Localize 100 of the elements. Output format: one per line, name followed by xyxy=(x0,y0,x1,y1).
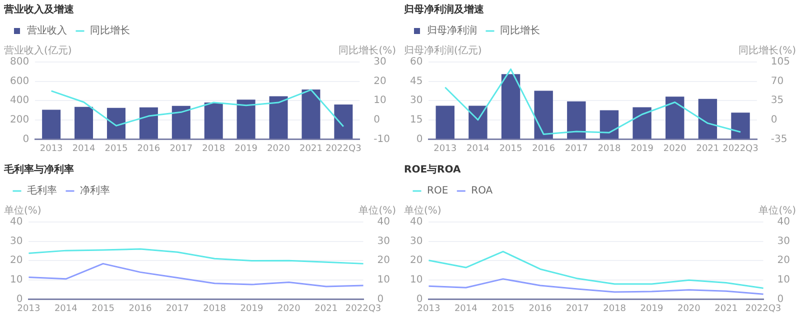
y-tick-label: 20 xyxy=(10,255,23,266)
x-tick-label: 2015 xyxy=(492,304,515,314)
y2-tick-label: 20 xyxy=(374,76,386,87)
x-tick-label: 2015 xyxy=(499,144,522,154)
x-tick-label: 2016 xyxy=(137,144,160,154)
y-tick-label: 30 xyxy=(10,236,23,247)
x-tick-label: 2018 xyxy=(603,304,626,314)
y-tick-label: 600 xyxy=(10,76,30,87)
y-tick-label: 200 xyxy=(10,114,30,126)
x-tick-label: 2021 xyxy=(714,304,738,314)
bar xyxy=(567,101,586,139)
y-tick-label: 60 xyxy=(410,56,423,68)
x-tick-label: 2015 xyxy=(92,304,115,314)
y2-tick-label: 70 xyxy=(770,76,784,87)
x-tick-label: 2022Q3 xyxy=(326,144,362,154)
bar xyxy=(74,106,94,139)
legend-label: ROE xyxy=(427,186,448,197)
y-tick-label: 40 xyxy=(410,216,423,228)
bar xyxy=(302,90,320,139)
x-tick-label: 2021 xyxy=(314,304,338,314)
y2-tick-label: 0 xyxy=(377,294,384,305)
y-tick-label: 10 xyxy=(10,274,23,286)
x-tick-label: 2014 xyxy=(54,304,78,314)
y-tick-label: 30 xyxy=(410,95,423,106)
y-tick-label: 400 xyxy=(10,95,30,106)
chart-title: 归母净利润及增速 xyxy=(403,4,485,16)
y-axis-title: 单位(%) xyxy=(4,204,42,217)
x-tick-label: 2014 xyxy=(454,304,478,314)
x-tick-label: 2022Q3 xyxy=(722,144,758,154)
y2-axis-title: 同比增长(%) xyxy=(338,44,396,57)
x-tick-label: 2013 xyxy=(417,304,440,314)
bar xyxy=(698,98,718,139)
y2-tick-label: 30 xyxy=(377,236,390,247)
y-tick-label: 10 xyxy=(410,274,423,286)
x-tick-label: 2017 xyxy=(564,144,588,154)
bar xyxy=(269,96,288,139)
y2-tick-label: 10 xyxy=(374,95,386,106)
legend-label: 归母净利润 xyxy=(427,24,477,37)
y2-tick-label: 0 xyxy=(770,114,778,126)
y-tick-label: 0 xyxy=(416,294,423,305)
y2-tick-label: 30 xyxy=(777,236,790,247)
y-tick-label: 0 xyxy=(416,134,423,145)
bar xyxy=(666,96,684,139)
bar xyxy=(42,110,61,139)
x-tick-label: 2017 xyxy=(170,144,193,154)
x-tick-label: 2018 xyxy=(202,144,226,154)
y-tick-label: 20 xyxy=(410,255,423,266)
x-tick-label: 2016 xyxy=(528,304,552,314)
y-tick-label: 30 xyxy=(410,236,423,247)
x-tick-label: 2020 xyxy=(267,144,290,154)
bar xyxy=(534,90,553,139)
y2-tick-label: 10 xyxy=(377,274,390,286)
bar xyxy=(436,106,454,139)
y-tick-label: 15 xyxy=(410,114,423,126)
x-tick-label: 2014 xyxy=(72,144,96,154)
bar xyxy=(501,74,520,139)
x-tick-label: 2015 xyxy=(104,144,128,154)
y-axis-title: 归母净利润(亿元) xyxy=(404,44,482,57)
y-axis-title: 单位(%) xyxy=(404,204,442,217)
x-tick-label: 2019 xyxy=(640,304,664,314)
bar xyxy=(731,112,750,139)
y2-tick-label: -35 xyxy=(770,134,788,145)
y2-tick-label: -10 xyxy=(374,134,390,145)
y-axis-title: 营业收入(亿元) xyxy=(4,44,72,57)
y2-axis-title: 同比增长(%) xyxy=(738,44,796,57)
y-tick-label: 0 xyxy=(16,294,23,305)
legend-label: 营业收入 xyxy=(27,24,67,37)
x-tick-label: 2018 xyxy=(598,144,621,154)
x-tick-label: 2013 xyxy=(40,144,63,154)
y2-tick-label: 40 xyxy=(777,216,790,228)
chart-title: ROE与ROA xyxy=(404,164,461,176)
bar xyxy=(172,106,190,139)
y2-tick-label: 40 xyxy=(377,216,390,228)
y-tick-label: 0 xyxy=(22,134,30,145)
y2-tick-label: 35 xyxy=(770,95,784,106)
x-tick-label: 2019 xyxy=(240,304,264,314)
x-tick-label: 2022Q3 xyxy=(345,304,382,314)
x-tick-label: 2018 xyxy=(203,304,226,314)
y-tick-label: 40 xyxy=(10,216,23,228)
y-tick-label: 45 xyxy=(410,76,423,87)
x-tick-label: 2016 xyxy=(532,144,556,154)
x-tick-label: 2017 xyxy=(166,304,189,314)
y2-tick-label: 0 xyxy=(777,294,784,305)
x-tick-label: 2014 xyxy=(466,144,490,154)
bar xyxy=(334,104,353,139)
x-tick-label: 2022Q3 xyxy=(745,304,782,314)
y2-tick-label: 30 xyxy=(374,56,386,68)
x-tick-label: 2020 xyxy=(277,304,301,314)
bar xyxy=(236,100,256,139)
x-tick-label: 2021 xyxy=(696,144,720,154)
y2-axis-title: 单位(%) xyxy=(358,204,396,217)
y2-tick-label: 20 xyxy=(377,255,390,266)
legend-label: ROA xyxy=(471,186,493,197)
legend-label: 净利率 xyxy=(80,184,110,197)
x-tick-label: 2020 xyxy=(677,304,701,314)
y2-tick-label: 10 xyxy=(777,274,790,286)
x-tick-label: 2013 xyxy=(17,304,40,314)
x-tick-label: 2020 xyxy=(663,144,687,154)
bar xyxy=(204,102,223,139)
bar xyxy=(468,106,488,139)
